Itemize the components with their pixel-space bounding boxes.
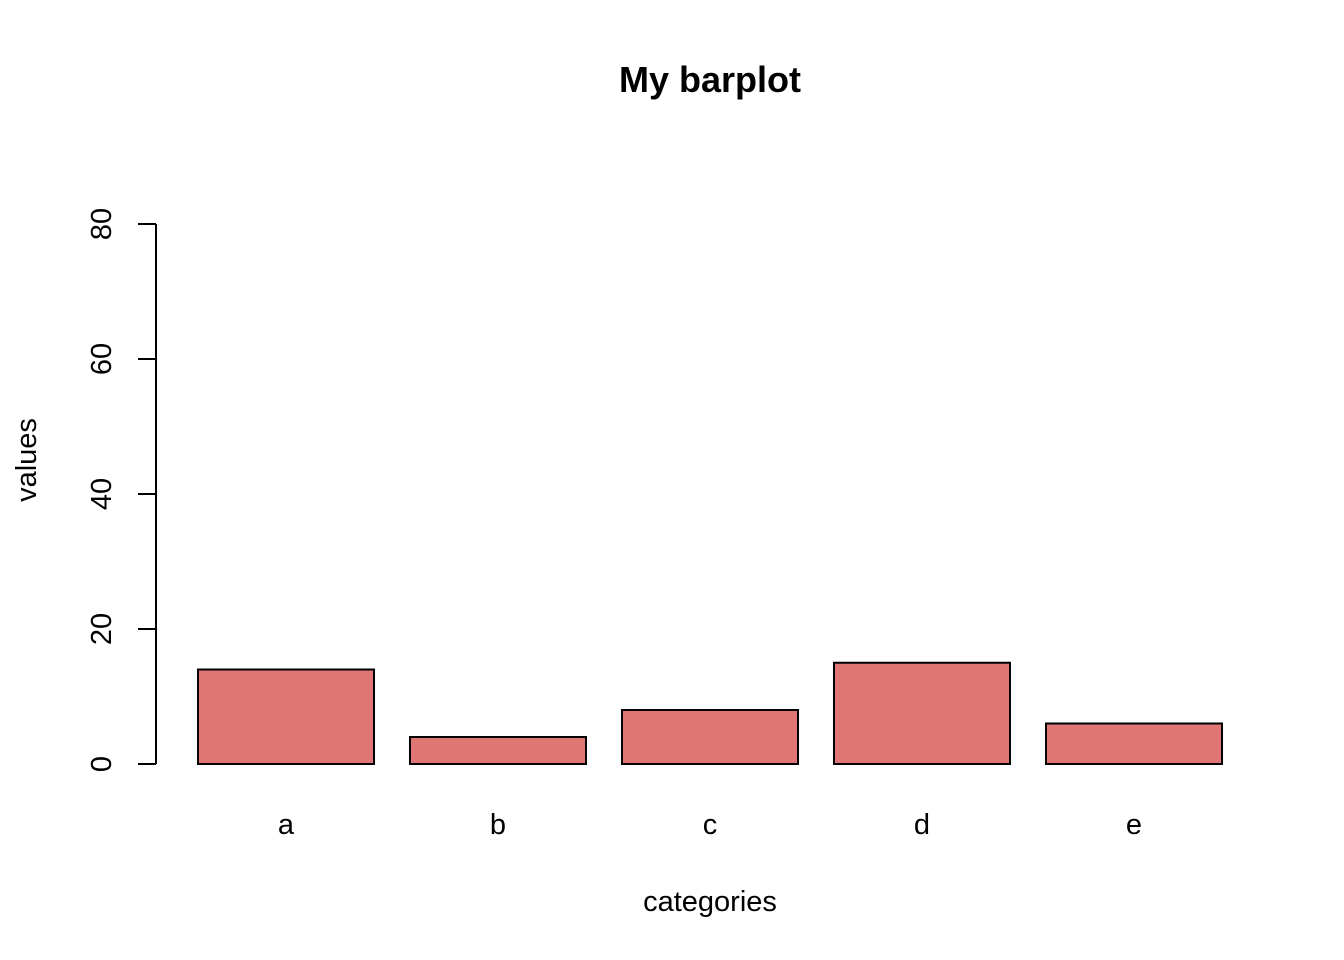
x-tick-label-c: c — [703, 809, 718, 841]
y-tick-label: 60 — [86, 343, 118, 375]
x-tick-label-a: a — [278, 809, 295, 841]
bar-d — [833, 661, 1011, 765]
x-axis-label: categories — [643, 886, 777, 918]
y-tick-label: 0 — [86, 756, 118, 772]
y-tick-label: 80 — [86, 208, 118, 240]
x-tick-label-b: b — [490, 809, 506, 841]
bar-b — [409, 736, 587, 765]
y-tick-label: 20 — [86, 613, 118, 645]
chart-title: My barplot — [619, 59, 801, 100]
x-tick-label-d: d — [914, 809, 930, 841]
bar-c — [621, 709, 799, 765]
bar-a — [197, 668, 375, 765]
bars — [197, 661, 1223, 765]
x-tick-labels: a b c d e — [278, 809, 1142, 841]
y-axis-label: values — [11, 418, 43, 502]
y-tick-label: 40 — [86, 478, 118, 510]
x-tick-label-e: e — [1126, 809, 1142, 841]
bar-e — [1045, 722, 1223, 765]
y-axis: 0 20 40 60 80 — [86, 208, 157, 772]
